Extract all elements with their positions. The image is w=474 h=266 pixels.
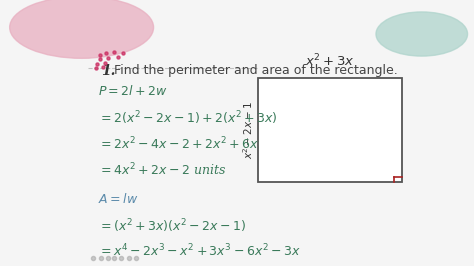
Text: 1.: 1.: [101, 64, 116, 78]
Text: $A = lw$: $A = lw$: [98, 192, 138, 206]
Text: $= 2x^2 - 4x - 2 + 2x^2 + 6x$: $= 2x^2 - 4x - 2 + 2x^2 + 6x$: [98, 136, 259, 152]
Text: $P = 2l + 2w$: $P = 2l + 2w$: [98, 84, 168, 98]
Text: $= 4x^2 + 2x - 2$ units: $= 4x^2 + 2x - 2$ units: [98, 162, 226, 178]
Text: $x^2 - 2x - 1$: $x^2 - 2x - 1$: [241, 101, 255, 159]
Bar: [258, 78, 402, 182]
Text: Find the perimeter and area of the rectangle.: Find the perimeter and area of the recta…: [114, 64, 398, 77]
Text: $= (x^2 + 3x)(x^2 - 2x - 1)$: $= (x^2 + 3x)(x^2 - 2x - 1)$: [98, 217, 246, 235]
Ellipse shape: [9, 0, 154, 58]
Text: $= 2(x^2 - 2x - 1) + 2(x^2 + 3x)$: $= 2(x^2 - 2x - 1) + 2(x^2 + 3x)$: [98, 110, 277, 127]
Text: $x^2 + 3x$: $x^2 + 3x$: [305, 53, 355, 69]
Text: $= x^4 -2x^3 - x^2 + 3x^3 - 6x^2 - 3x$: $= x^4 -2x^3 - x^2 + 3x^3 - 6x^2 - 3x$: [98, 243, 301, 259]
Ellipse shape: [376, 12, 467, 56]
